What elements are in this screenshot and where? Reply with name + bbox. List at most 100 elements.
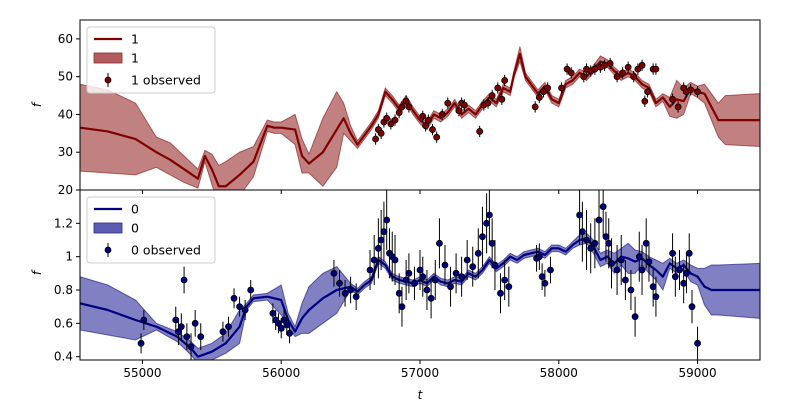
bottom-observed-point [423, 286, 431, 294]
bottom-observed-point [398, 303, 406, 311]
bottom-xtick-label: 56000 [262, 366, 300, 380]
bottom-observed-point [405, 269, 413, 277]
bottom-observed-point [374, 244, 382, 252]
top-observed-point [455, 107, 463, 115]
bottom-observed-point [277, 324, 285, 332]
bottom-observed-point [645, 258, 653, 266]
bottom-ytick-label: 0.8 [54, 283, 73, 297]
top-observed-point [687, 86, 695, 94]
bottom-observed-point [352, 293, 360, 301]
bottom-observed-point [483, 219, 491, 227]
bottom-observed-point [649, 283, 657, 291]
top-mean-line [80, 52, 760, 188]
bottom-observed-point [370, 256, 378, 264]
top-observed-point [591, 65, 599, 73]
top-observed-point [476, 128, 484, 135]
bottom-observed-point [474, 249, 482, 257]
top-observed-point [669, 95, 676, 103]
bottom-observed-point [538, 273, 546, 281]
panel-top: 20 30 40 50 60 [58, 19, 761, 197]
bottom-observed-point [341, 289, 349, 297]
bottom-observed-point [383, 216, 391, 224]
bottom-observed-point [241, 306, 249, 314]
bottom-legend-label-1: 0 [131, 221, 139, 236]
bottom-observed-point [587, 244, 595, 252]
top-observed-point [619, 69, 627, 77]
bottom-observed-point [535, 253, 543, 261]
bottom-ytick-label: 1.2 [54, 216, 73, 230]
bottom-legend-band-swatch [93, 222, 123, 234]
bottom-xtick-label: 59000 [678, 366, 716, 380]
bottom-observed-point [180, 276, 188, 284]
top-observed-point [402, 97, 410, 105]
top-ytick-label: 40 [58, 107, 73, 121]
top-plot-area [80, 46, 760, 190]
bottom-legend-marker-swatch [104, 246, 112, 254]
bottom-observed-point [652, 293, 660, 301]
bottom-observed-point [330, 269, 338, 277]
bottom-observed-point [225, 323, 232, 331]
bottom-observed-point [685, 249, 693, 257]
top-observed-point [580, 73, 588, 81]
top-observed-point [674, 103, 682, 111]
bottom-observed-point [613, 266, 621, 274]
bottom-observed-point [411, 279, 418, 287]
bottom-observed-point [419, 273, 427, 281]
bottom-observed-point [197, 333, 205, 341]
top-observed-point [372, 135, 379, 143]
bottom-observed-point [576, 211, 583, 219]
bottom-observed-point [380, 228, 388, 236]
bottom-xlabel: t [418, 388, 424, 400]
top-observed-point [488, 92, 496, 99]
top-observed-point [630, 73, 638, 81]
bottom-observed-point [427, 294, 435, 302]
bottom-observed-point [269, 309, 277, 317]
top-observed-point [498, 95, 506, 103]
bottom-observed-point [469, 263, 477, 271]
top-legend-band-swatch [93, 52, 123, 64]
top-observed-point [429, 126, 436, 133]
top-observed-point [461, 101, 468, 109]
bottom-observed-point [431, 276, 439, 284]
top-observed-point [501, 77, 509, 84]
bottom-observed-point [671, 273, 679, 281]
bottom-observed-point [366, 266, 374, 274]
bottom-observed-point [458, 273, 466, 281]
bottom-observed-point [479, 233, 486, 241]
bottom-observed-point [280, 316, 288, 324]
top-ytick-label: 20 [58, 183, 73, 197]
top-observed-point [567, 69, 575, 77]
bottom-xtick-label: 58000 [540, 366, 578, 380]
bottom-observed-point [599, 203, 607, 211]
bottom-observed-point [578, 228, 586, 236]
bottom-observed-point [177, 323, 185, 331]
top-legend: 1 1 1 observed [86, 26, 216, 94]
bottom-observed-point [219, 328, 227, 336]
top-observed-point [531, 103, 539, 111]
bottom-observed-point [505, 283, 513, 291]
bottom-observed-point [627, 286, 635, 294]
bottom-observed-point [547, 266, 554, 274]
bottom-plot-area [80, 190, 760, 360]
top-observed-point [544, 84, 552, 92]
bottom-observed-point [402, 276, 410, 284]
bottom-legend-label-0: 0 [131, 202, 139, 217]
top-observed-point [638, 61, 646, 69]
top-observed-point [540, 88, 547, 96]
bottom-observed-point [395, 289, 403, 297]
bottom-observed-point [183, 333, 191, 341]
top-legend-marker-swatch [104, 76, 112, 84]
bottom-legend-label-2: 0 observed [131, 243, 201, 258]
bottom-observed-point [175, 328, 182, 336]
bottom-observed-point [187, 343, 195, 351]
top-observed-point [438, 111, 446, 118]
top-observed-point [624, 63, 632, 71]
bottom-observed-point [683, 269, 690, 277]
bottom-observed-point [436, 239, 443, 247]
bottom-observed-point [621, 276, 629, 284]
top-observed-point [563, 65, 571, 73]
bottom-observed-point [230, 294, 238, 302]
bottom-observed-point [463, 256, 471, 264]
top-ytick-label: 60 [58, 32, 73, 46]
